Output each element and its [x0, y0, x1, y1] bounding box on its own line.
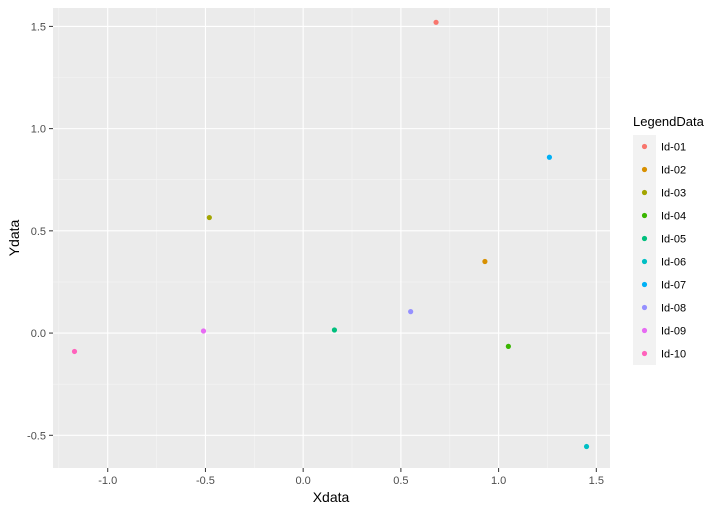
data-point-id-05 — [331, 327, 338, 333]
minor-gridlines — [53, 8, 610, 468]
legend-key-background — [633, 135, 656, 365]
x-axis-ticks: -1.0 -0.5 0.0 0.5 1.0 1.5 — [98, 468, 604, 487]
legend-key-id-10 — [641, 350, 648, 357]
x-tick-label: 1.5 — [589, 475, 604, 487]
data-point-id-01 — [433, 19, 439, 25]
y-tick-label: -0.5 — [27, 430, 46, 442]
legend-title: LegendData — [633, 114, 705, 129]
y-tick-label: 0.5 — [31, 226, 46, 238]
legend-key-id-09 — [641, 327, 648, 334]
legend-label-id-09: Id-09 — [661, 326, 686, 338]
legend-key-id-02 — [641, 166, 648, 173]
y-tick-label: 1.0 — [31, 124, 46, 136]
data-point-id-02 — [482, 258, 488, 265]
legend-key-id-05 — [641, 235, 648, 242]
legend-key-id-07 — [641, 281, 648, 288]
x-tick-label: -0.5 — [196, 475, 215, 487]
data-point-id-08 — [408, 309, 414, 315]
y-tick-label: 1.5 — [31, 21, 46, 33]
panel-background — [53, 8, 610, 468]
legend-label-id-05: Id-05 — [661, 234, 686, 246]
legend-label-id-07: Id-07 — [661, 280, 686, 292]
legend-key-id-08 — [641, 304, 648, 311]
data-point-id-07 — [546, 154, 553, 160]
legend-key-id-01 — [641, 143, 648, 150]
legend-label-id-08: Id-08 — [661, 303, 686, 315]
data-point-id-06 — [583, 443, 590, 450]
legend-label-id-01: Id-01 — [661, 142, 686, 154]
legend-key-id-06 — [641, 258, 648, 265]
legend-key-id-03 — [641, 189, 648, 196]
x-tick-label: -1.0 — [98, 475, 117, 487]
data-point-id-03 — [206, 214, 212, 221]
legend-label-id-10: Id-10 — [661, 349, 686, 361]
legend-label-id-06: Id-06 — [661, 257, 686, 269]
y-axis-ticks: -0.5 0.0 0.5 1.0 1.5 — [27, 21, 53, 442]
legend: LegendData Id-01Id-02Id-03Id-04Id-05Id-0… — [633, 114, 705, 365]
data-point-id-10 — [71, 348, 78, 355]
data-point-id-04 — [505, 343, 511, 349]
legend-key-id-04 — [641, 212, 648, 219]
x-tick-label: 0.0 — [296, 475, 311, 487]
legend-label-id-02: Id-02 — [661, 165, 686, 177]
x-tick-label: 0.5 — [393, 475, 408, 487]
data-point-id-09 — [200, 328, 207, 334]
legend-label-id-04: Id-04 — [661, 211, 686, 223]
legend-label-id-03: Id-03 — [661, 188, 686, 200]
major-gridlines — [53, 8, 610, 468]
legend-items: Id-01 Id-02 Id-03 Id-04 Id-05 Id-06 Id-07 Id-08… — [633, 135, 686, 365]
x-axis-title: Xdata — [313, 489, 350, 505]
x-tick-label: 1.0 — [491, 475, 506, 487]
y-axis-title: Ydata — [6, 219, 22, 256]
y-tick-label: 0.0 — [31, 328, 46, 340]
data-points — [71, 19, 590, 450]
